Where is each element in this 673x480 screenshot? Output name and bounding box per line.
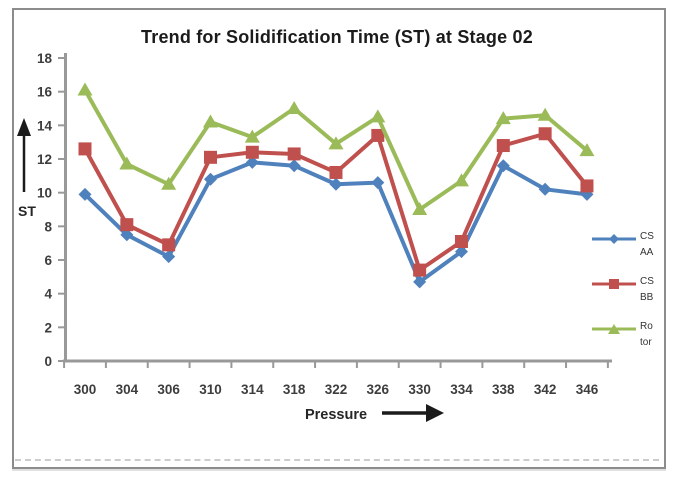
legend-marker bbox=[608, 324, 620, 334]
x-tick-label: 330 bbox=[408, 382, 431, 397]
data-point-cs-aa-306 bbox=[162, 250, 176, 264]
data-point-cs-bb-318 bbox=[287, 147, 301, 161]
data-point-rotor-326 bbox=[370, 109, 386, 123]
y-tick-label: 8 bbox=[44, 219, 52, 234]
y-tick-label: 2 bbox=[44, 320, 52, 335]
legend: CS AA CS BB Ro tor bbox=[591, 229, 663, 364]
legend-square-marker-icon bbox=[592, 279, 636, 289]
x-tick-label: 314 bbox=[241, 382, 264, 397]
data-point-cs-aa-314 bbox=[245, 155, 259, 169]
y-tick-label: 18 bbox=[37, 51, 53, 66]
y-tick-label: 10 bbox=[37, 186, 52, 201]
y-axis-arrowhead-icon bbox=[17, 118, 31, 136]
data-point-cs-aa-322 bbox=[329, 177, 343, 191]
legend-label: Ro tor bbox=[640, 321, 653, 348]
legend-diamond-marker-icon bbox=[592, 234, 636, 244]
data-point-cs-bb-310 bbox=[203, 150, 217, 164]
legend-label: CS BB bbox=[640, 276, 654, 303]
figure-border bbox=[12, 8, 666, 469]
x-tick-label: 310 bbox=[199, 382, 222, 397]
legend-label: CS AA bbox=[640, 231, 654, 258]
legend-marker bbox=[609, 279, 619, 289]
data-point-cs-bb-322 bbox=[329, 165, 343, 179]
data-point-cs-aa-334 bbox=[454, 245, 468, 259]
y-axis-title: ST bbox=[18, 203, 36, 219]
legend-item-rotor: Ro tor bbox=[591, 319, 663, 351]
x-tick-label: 334 bbox=[450, 382, 473, 397]
data-point-cs-bb-314 bbox=[245, 145, 259, 159]
data-point-rotor-300 bbox=[77, 82, 93, 96]
series-line-rotor bbox=[83, 87, 589, 212]
data-point-cs-bb-342 bbox=[538, 127, 552, 141]
y-tick-label: 16 bbox=[37, 85, 53, 100]
data-point-cs-bb-304 bbox=[120, 218, 134, 232]
y-tick-label: 0 bbox=[44, 354, 52, 369]
data-point-cs-aa-318 bbox=[287, 159, 301, 173]
x-tick-label: 322 bbox=[325, 382, 348, 397]
data-point-cs-aa-338 bbox=[496, 159, 510, 173]
data-point-rotor-306 bbox=[161, 176, 177, 190]
data-point-cs-aa-310 bbox=[203, 172, 217, 186]
data-point-cs-aa-330 bbox=[413, 275, 427, 289]
data-point-cs-aa-326 bbox=[371, 176, 385, 190]
data-point-cs-bb-346 bbox=[580, 179, 594, 193]
data-point-rotor-304 bbox=[119, 156, 135, 170]
bottom-dashed-divider bbox=[15, 459, 659, 461]
y-tick-label: 6 bbox=[44, 253, 52, 268]
data-point-cs-bb-326 bbox=[371, 128, 385, 142]
data-point-rotor-342 bbox=[537, 107, 553, 121]
data-point-cs-aa-342 bbox=[538, 182, 552, 196]
data-point-rotor-318 bbox=[286, 101, 302, 114]
data-point-cs-bb-330 bbox=[413, 263, 427, 277]
y-tick-label: 14 bbox=[37, 118, 53, 133]
series-line-cs-bb bbox=[83, 131, 589, 273]
x-tick-label: 342 bbox=[534, 382, 557, 397]
legend-triangle-marker-icon bbox=[592, 324, 636, 334]
chart-title: Trend for Solidification Time (ST) at St… bbox=[141, 27, 533, 47]
x-axis-arrowhead-icon bbox=[426, 404, 444, 422]
x-tick-label: 304 bbox=[116, 382, 139, 397]
y-tick-label: 12 bbox=[37, 152, 52, 167]
data-point-rotor-330 bbox=[412, 202, 428, 215]
y-tick-label: 4 bbox=[44, 287, 52, 302]
data-point-cs-bb-338 bbox=[496, 139, 510, 153]
x-tick-label: 338 bbox=[492, 382, 515, 397]
data-point-cs-aa-304 bbox=[120, 228, 134, 242]
x-tick-label: 346 bbox=[576, 382, 599, 397]
x-tick-label: 306 bbox=[157, 382, 180, 397]
data-point-rotor-346 bbox=[579, 143, 595, 157]
data-point-rotor-322 bbox=[328, 136, 344, 150]
data-point-rotor-338 bbox=[495, 111, 511, 125]
data-point-cs-bb-334 bbox=[454, 234, 468, 248]
x-tick-label: 326 bbox=[367, 382, 390, 397]
legend-item-cs-aa: CS AA bbox=[591, 229, 663, 261]
x-axis-title: Pressure bbox=[304, 407, 368, 423]
data-point-rotor-334 bbox=[453, 173, 469, 187]
legend-item-cs-bb: CS BB bbox=[591, 274, 663, 306]
data-point-cs-bb-306 bbox=[162, 238, 176, 252]
data-point-rotor-310 bbox=[202, 114, 218, 128]
x-tick-label: 300 bbox=[74, 382, 97, 397]
data-point-cs-bb-300 bbox=[78, 142, 92, 156]
data-point-cs-aa-300 bbox=[78, 187, 92, 201]
legend-marker bbox=[609, 234, 619, 244]
x-tick-label: 318 bbox=[283, 382, 306, 397]
data-point-rotor-314 bbox=[244, 129, 260, 143]
